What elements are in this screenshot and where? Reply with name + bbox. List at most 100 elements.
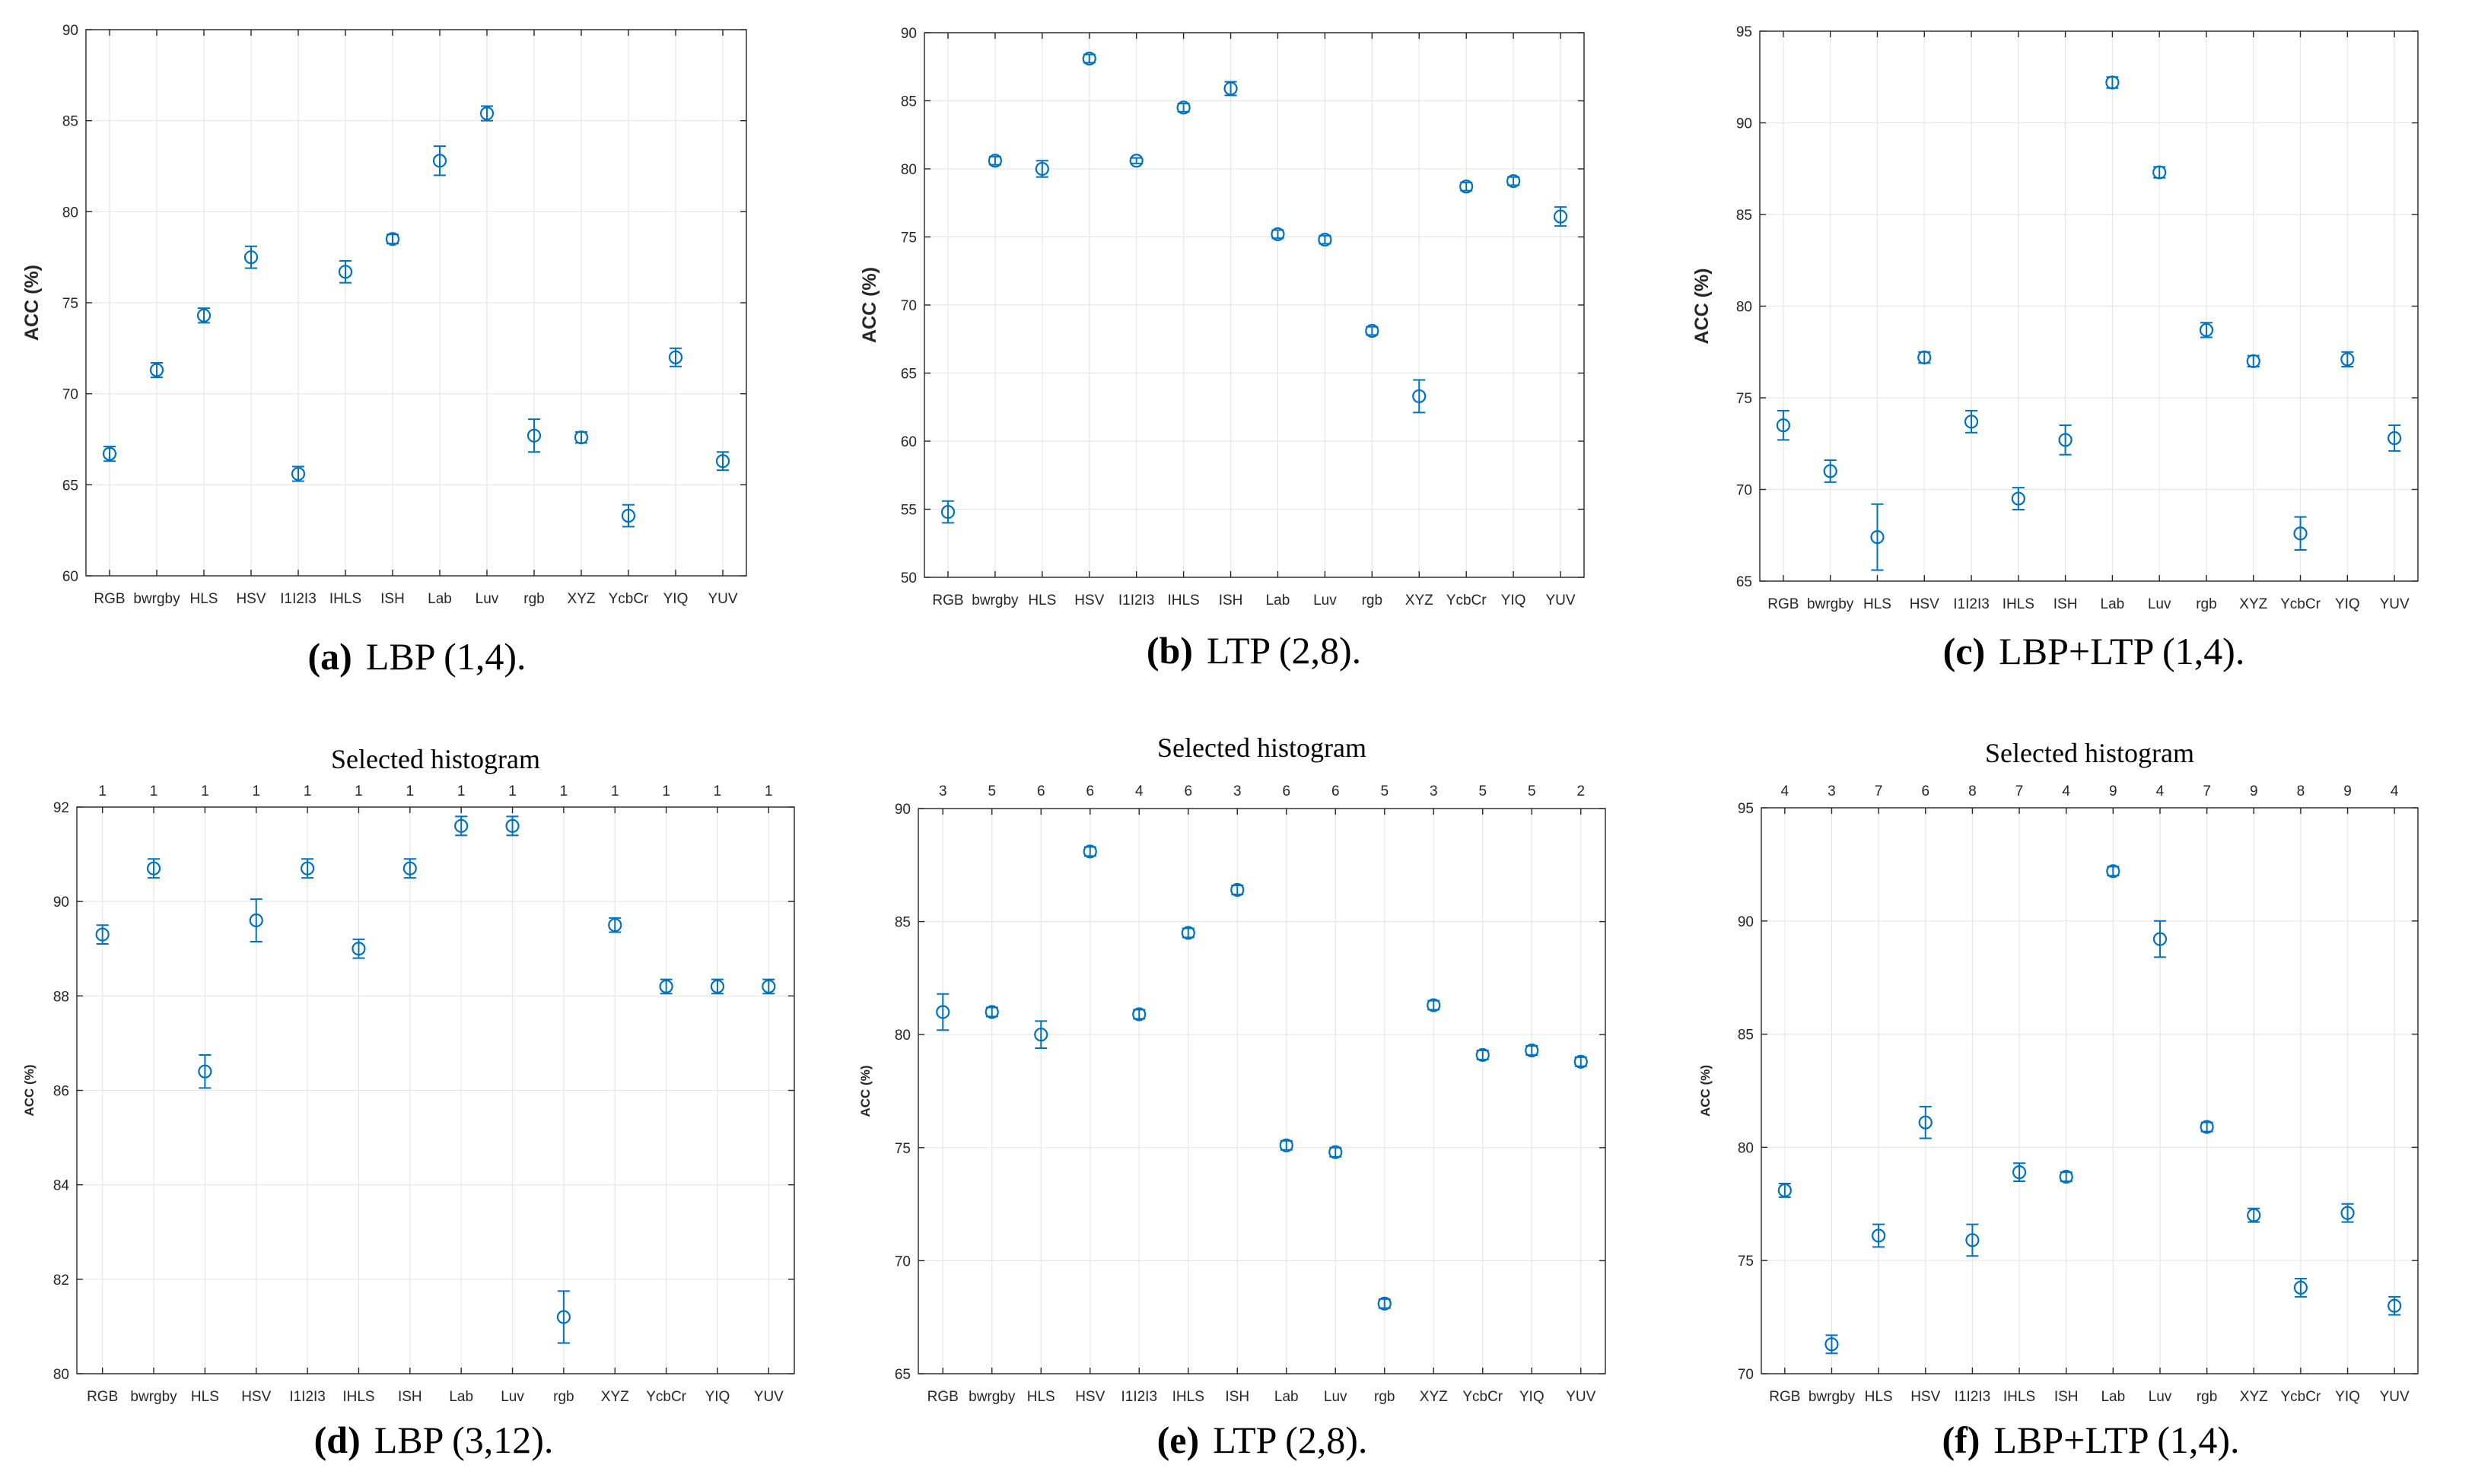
panel-e-data-point (985, 1005, 999, 1019)
panel-d-top-label: 1 (457, 783, 466, 799)
panel-d-category-label: YUV (754, 1389, 784, 1405)
panel-f-category-label: IHLS (2003, 1389, 2035, 1405)
panel-f-ylabel: ACC (%) (1698, 1065, 1713, 1117)
panel-e-category-label: YcbCr (1462, 1389, 1503, 1405)
panel-f-top-label: 9 (2109, 783, 2117, 799)
panel-e-title: Selected histogram (1157, 732, 1366, 763)
panel-e-data-point (1475, 1047, 1490, 1063)
panel-c-data-point (2340, 352, 2355, 367)
panel-d-category-label: rgb (553, 1389, 574, 1405)
panel-a-data-point (715, 454, 730, 469)
panel-c-data-point (2011, 491, 2025, 506)
panel-f-top-label: 7 (2015, 783, 2024, 799)
panel-e-ytick-label: 90 (895, 802, 911, 818)
panel-d-caption-letter: (d) (314, 1419, 361, 1461)
panel-f-top-label: 7 (2203, 783, 2211, 799)
panel-f-top-label: 9 (2343, 783, 2352, 799)
panel-a-data-point (102, 446, 117, 461)
panel-f-category-label: Luv (2149, 1389, 2172, 1405)
panel-b-category-label: Lab (1266, 593, 1290, 609)
panel-d-ytick-label: 80 (53, 1367, 69, 1383)
panel-a-data-point (385, 232, 400, 246)
panel-b-ytick-label: 60 (901, 434, 917, 450)
panel-f-category-label: rgb (2197, 1389, 2217, 1405)
panel-e-top-label: 5 (1380, 783, 1389, 799)
panel-d-top-label: 1 (252, 783, 260, 799)
panel-d-top-label: 1 (201, 783, 209, 799)
panel-e-top-label: 3 (1233, 783, 1242, 799)
panel-e-top-label: 3 (939, 783, 947, 799)
panel-c-data-point (2388, 431, 2402, 446)
panel-b-category-label: YUV (1545, 593, 1575, 609)
panel-e-ytick-label: 65 (895, 1367, 911, 1383)
panel-c-data-point (1964, 415, 1979, 429)
panel-a-data-point (196, 308, 212, 323)
panel-d-data-point (146, 861, 161, 875)
panel-e-caption-text: LTP (2,8). (1213, 1419, 1367, 1461)
panel-b-ytick-label: 90 (901, 26, 917, 42)
panel-c-category-label: rgb (2196, 596, 2216, 612)
panel-e-ylabel: ACC (%) (858, 1066, 873, 1117)
panel-e-top-label: 2 (1576, 783, 1585, 799)
panel-b-ytick-label: 65 (901, 367, 917, 383)
panel-e-category-label: Lab (1274, 1389, 1299, 1405)
panel-e-data-point (1573, 1054, 1588, 1069)
panel-d-data-point (301, 861, 315, 875)
panel-f-data-point (2059, 1169, 2073, 1184)
panel-c-ytick-label: 90 (1736, 116, 1752, 132)
panel-a-ytick-label: 65 (62, 478, 78, 494)
panel-d-category-label: IHLS (342, 1389, 374, 1405)
panel-d-caption-text: LBP (3,12). (374, 1419, 554, 1461)
panel-b: 50 55 60 65 70 75 80 85 90 RGB bwrgby HLS HSV I1I2I3 I… (859, 26, 1585, 672)
panel-b-ytick-label: 80 (901, 162, 917, 178)
panel-f-category-label: ISH (2054, 1389, 2079, 1405)
panel-d-ytick-label: 86 (53, 1084, 69, 1100)
panel-a-data-point (479, 106, 495, 121)
panel-d-data-point (710, 979, 725, 994)
panel-f-category-label: YIQ (2335, 1389, 2360, 1405)
panel-c-ytick-label: 80 (1736, 300, 1752, 316)
panel-a-category-label: Lab (428, 591, 452, 607)
panel-e-data-point (1181, 926, 1195, 940)
panel-b-category-label: YIQ (1501, 593, 1526, 609)
panel-f-top-label: 8 (2297, 783, 2305, 799)
panel-f-data-point (1965, 1233, 1980, 1247)
panel-a-category-label: YIQ (663, 591, 689, 607)
panel-d-top-label: 1 (714, 783, 722, 799)
panel-d-ytick-label: 82 (53, 1273, 69, 1289)
panel-c-category-label: YIQ (2335, 596, 2360, 612)
panel-b-ytick-label: 55 (901, 503, 917, 519)
panel-e-ytick-label: 75 (895, 1141, 911, 1157)
panel-b-caption-letter: (b) (1147, 629, 1193, 672)
panel-b-caption-text: LTP (2,8). (1207, 629, 1361, 672)
panel-a-category-label: bwrgby (133, 591, 180, 607)
panel-a-category-label: ISH (380, 591, 405, 607)
panel-e-data-point (1328, 1145, 1343, 1159)
panel-f-ytick-label: 75 (1738, 1254, 1754, 1270)
panel-f-ytick-label: 70 (1738, 1367, 1754, 1383)
panel-a-data-point (149, 363, 164, 377)
panel-f-category-label: YUV (2380, 1389, 2410, 1405)
panel-c-data-point (2246, 354, 2260, 368)
panel-f-title: Selected histogram (1985, 738, 2194, 768)
panel-f-data-point (2012, 1165, 2027, 1180)
panel-f-ytick-label: 80 (1738, 1140, 1754, 1156)
panel-d-top-label: 1 (662, 783, 670, 799)
panel-f-top-label: 3 (1828, 783, 1836, 799)
panel-a-category-label: XYZ (568, 591, 596, 607)
panel-f-top-label: 4 (2391, 783, 2399, 799)
panel-e-top-label: 5 (1478, 783, 1487, 799)
panel-c-data-point (2152, 165, 2167, 180)
panel-c-caption-letter: (c) (1943, 630, 1986, 672)
panel-c-data-point (2199, 323, 2214, 337)
panel-f-ytick-label: 85 (1738, 1028, 1754, 1044)
panel-d-data-point (454, 818, 469, 833)
panel-d-data-point (556, 1310, 571, 1324)
panel-f-category-label: XYZ (2240, 1389, 2268, 1405)
panel-b-category-label: ISH (1219, 593, 1243, 609)
panel-e-category-label: bwrgby (969, 1389, 1016, 1405)
panel-b-data-point (1412, 389, 1427, 404)
panel-e-top-label: 4 (1135, 783, 1144, 799)
panel-c-category-label: XYZ (2239, 596, 2267, 612)
panel-f-data-point (1824, 1337, 1839, 1352)
